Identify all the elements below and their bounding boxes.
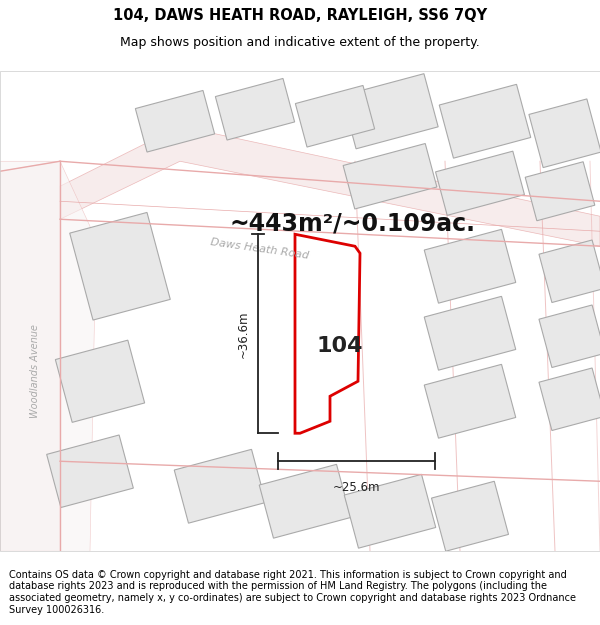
Polygon shape [424, 229, 516, 303]
Polygon shape [70, 213, 170, 320]
Polygon shape [215, 79, 295, 140]
Polygon shape [295, 86, 374, 147]
Polygon shape [343, 144, 437, 209]
Polygon shape [0, 161, 60, 551]
Polygon shape [0, 161, 95, 551]
Polygon shape [539, 305, 600, 368]
Polygon shape [424, 364, 516, 438]
Text: ~25.6m: ~25.6m [333, 481, 380, 494]
Polygon shape [539, 240, 600, 302]
Polygon shape [55, 340, 145, 422]
Polygon shape [529, 99, 600, 168]
Polygon shape [525, 162, 595, 221]
Polygon shape [60, 126, 600, 246]
Polygon shape [539, 368, 600, 431]
Text: 104: 104 [317, 336, 363, 356]
Polygon shape [259, 464, 351, 538]
Polygon shape [174, 449, 266, 523]
Polygon shape [295, 234, 360, 433]
Polygon shape [424, 296, 516, 370]
Text: 104, DAWS HEATH ROAD, RAYLEIGH, SS6 7QY: 104, DAWS HEATH ROAD, RAYLEIGH, SS6 7QY [113, 8, 487, 23]
Polygon shape [136, 91, 215, 152]
Polygon shape [342, 74, 438, 149]
Text: Woodlands Avenue: Woodlands Avenue [30, 324, 40, 418]
Polygon shape [344, 474, 436, 548]
Polygon shape [431, 481, 509, 551]
Polygon shape [439, 84, 531, 158]
Text: Map shows position and indicative extent of the property.: Map shows position and indicative extent… [120, 36, 480, 49]
Text: ~36.6m: ~36.6m [237, 310, 250, 358]
Text: Contains OS data © Crown copyright and database right 2021. This information is : Contains OS data © Crown copyright and d… [9, 570, 576, 614]
Text: Daws Heath Road: Daws Heath Road [210, 238, 310, 261]
Polygon shape [436, 151, 524, 216]
Text: ~443m²/~0.109ac.: ~443m²/~0.109ac. [230, 211, 476, 235]
Polygon shape [47, 435, 133, 508]
